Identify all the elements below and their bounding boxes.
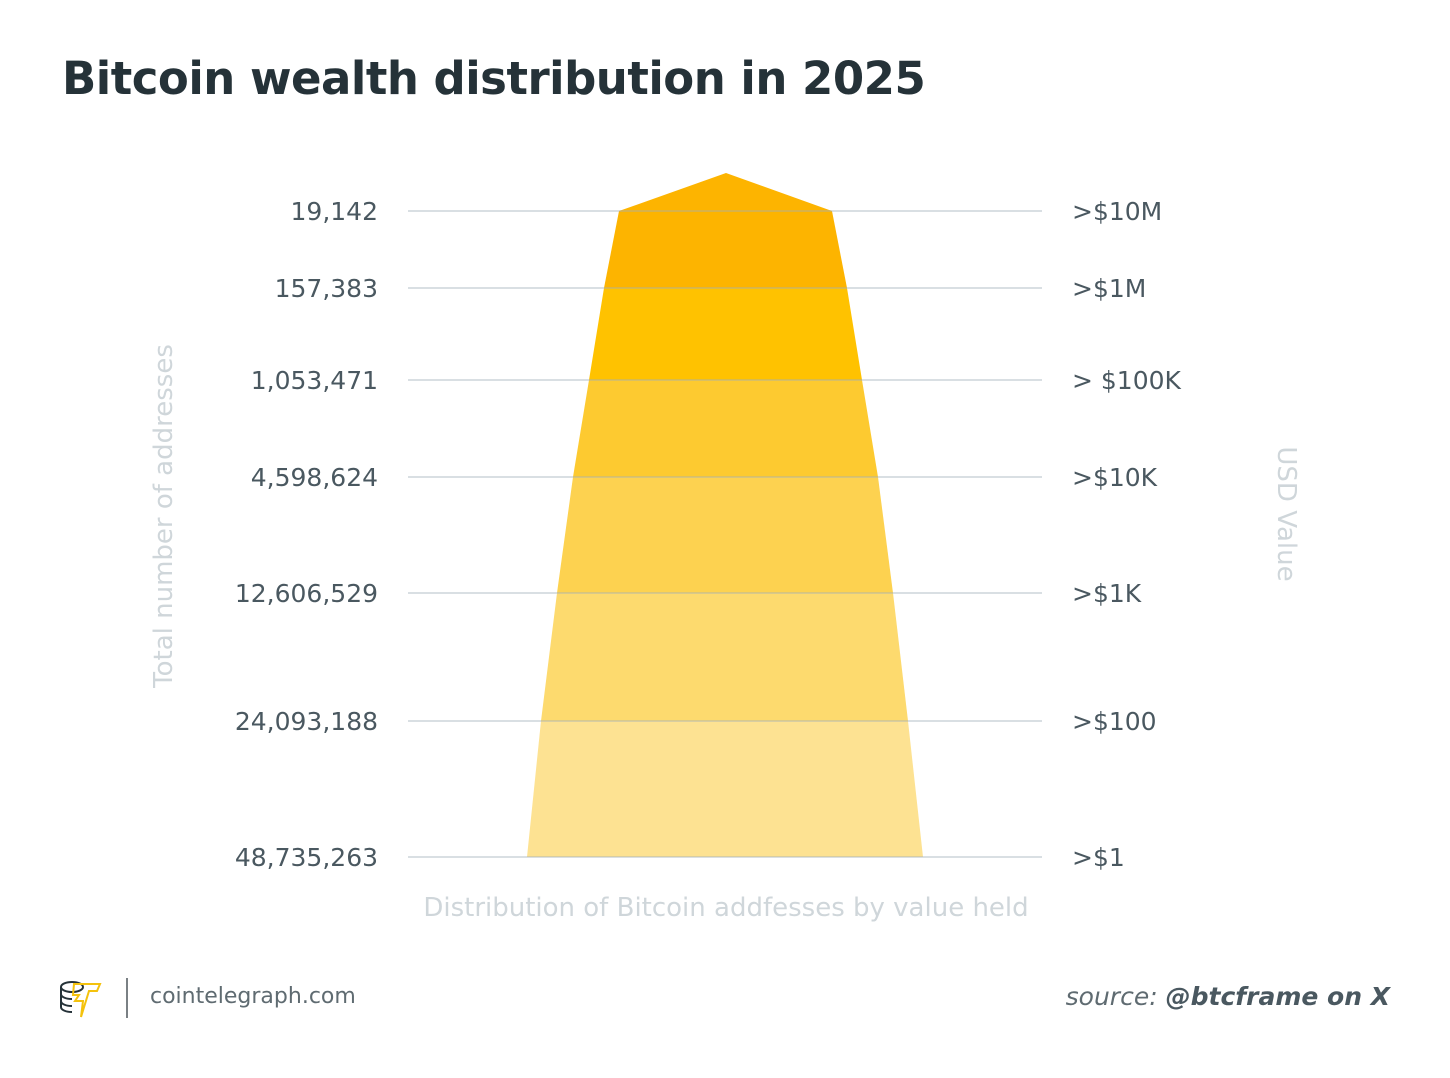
source-handle: @btcframe on X xyxy=(1165,982,1390,1011)
footer-site: cointelegraph.com xyxy=(150,984,356,1009)
address-count-label: 12,606,529 xyxy=(235,579,378,608)
address-count-label: 4,598,624 xyxy=(251,463,378,492)
band-1 xyxy=(589,288,862,380)
band-3 xyxy=(557,477,893,593)
chart-title: Bitcoin wealth distribution in 2025 xyxy=(62,52,926,105)
source-prefix: source: xyxy=(1065,982,1158,1011)
address-count-label: 24,093,188 xyxy=(235,707,378,736)
y-axis-left-label: Total number of addresses xyxy=(149,344,179,689)
usd-value-label: >$1K xyxy=(1072,579,1142,608)
band-2 xyxy=(573,380,878,477)
band-5 xyxy=(527,721,923,857)
usd-value-label: >$100 xyxy=(1072,707,1157,736)
usd-value-label: >$10M xyxy=(1072,197,1162,226)
usd-value-label: >$1 xyxy=(1072,843,1125,872)
band-peak xyxy=(619,173,832,211)
address-count-label: 19,142 xyxy=(291,197,378,226)
y-axis-right-label: USD Value xyxy=(1271,446,1301,581)
band-4 xyxy=(541,593,908,721)
footer-divider xyxy=(126,978,128,1018)
address-count-label: 157,383 xyxy=(275,274,378,303)
x-axis-label: Distribution of Bitcoin addfesses by val… xyxy=(423,893,1028,923)
usd-value-label: >$10K xyxy=(1072,463,1158,492)
address-count-label: 1,053,471 xyxy=(251,366,378,395)
source-credit: source: @btcframe on X xyxy=(1066,982,1390,1011)
usd-value-label: > $100K xyxy=(1072,366,1182,395)
band-0 xyxy=(604,211,847,288)
usd-value-label: >$1M xyxy=(1072,274,1146,303)
address-count-label: 48,735,263 xyxy=(235,843,378,872)
